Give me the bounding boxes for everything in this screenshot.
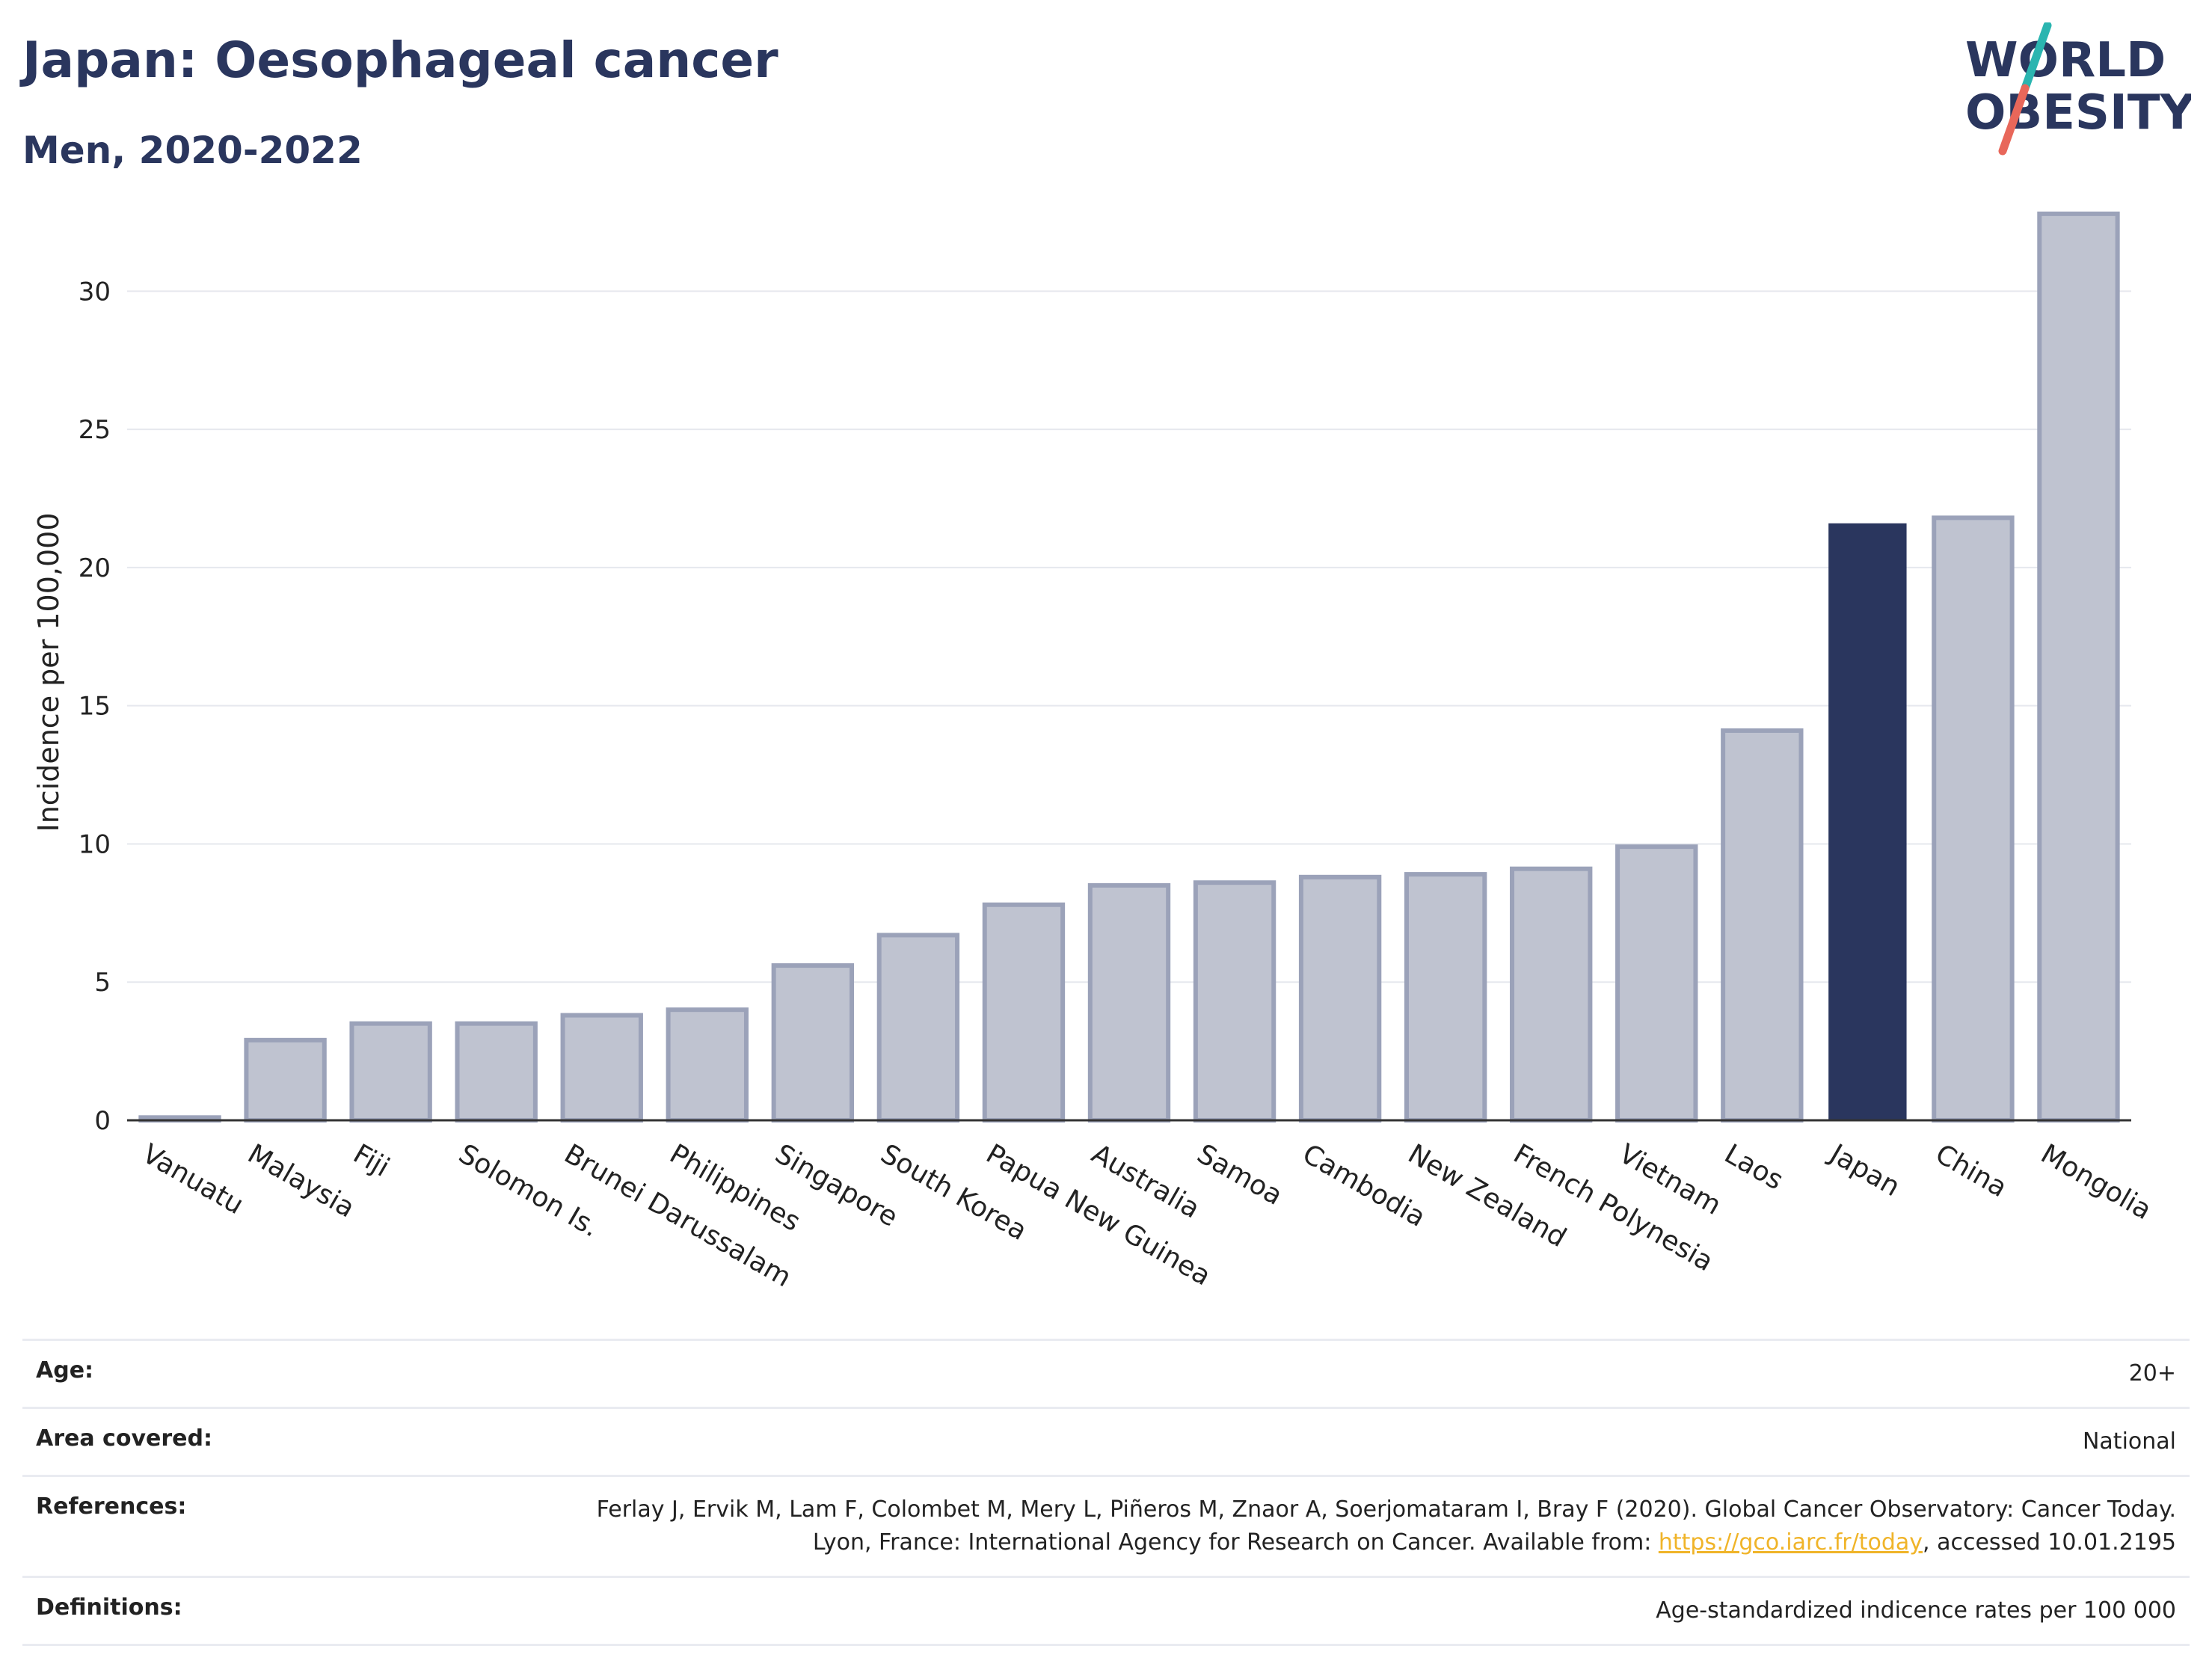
meta-row-definitions: Definitions: Age-standardized indicence … [22, 1576, 2190, 1646]
y-tick-label: 10 [79, 829, 111, 859]
page-subtitle: Men, 2020-2022 [22, 129, 363, 172]
bar-papua-new-guinea [982, 902, 1066, 1123]
bar-south-korea [876, 933, 960, 1123]
meta-value-references: Ferlay J, Ervik M, Lam F, Colombet M, Me… [531, 1493, 2176, 1559]
x-tick-label: Samoa [1192, 1138, 1288, 1212]
y-tick-label: 30 [79, 277, 111, 307]
meta-row-area: Area covered: National [22, 1407, 2190, 1475]
bar-malaysia [244, 1037, 327, 1123]
meta-label-definitions: Definitions: [36, 1594, 182, 1621]
y-tick-label: 0 [94, 1106, 111, 1136]
meta-label-age: Age: [36, 1357, 94, 1384]
bar-australia [1087, 882, 1171, 1123]
x-tick-label: Fiji [348, 1138, 394, 1183]
bar-japan [1828, 523, 1907, 1120]
world-obesity-logo: WORLD OBESITY [1965, 22, 2191, 156]
bar-fiji [349, 1021, 432, 1123]
meta-value-age: 20+ [2128, 1360, 2176, 1387]
logo-text-obesity: OBESITY [1965, 85, 2191, 141]
bar-new-zealand [1404, 872, 1487, 1123]
x-tick-label: China [1930, 1138, 2012, 1203]
meta-row-references: References: Ferlay J, Ervik M, Lam F, Co… [22, 1475, 2190, 1576]
bar-vietnam [1615, 844, 1698, 1123]
meta-value-area: National [2082, 1428, 2176, 1455]
page-title: Japan: Oesophageal cancer [22, 31, 778, 89]
bar-philippines [666, 1007, 749, 1123]
meta-row-age: Age: 20+ [22, 1339, 2190, 1407]
bar-china [1932, 515, 2015, 1123]
reference-text: Ferlay J, Ervik M, Lam F, Colombet M, Me… [596, 1496, 2176, 1556]
meta-label-area: Area covered: [36, 1425, 212, 1452]
bar-laos [1721, 728, 1804, 1123]
x-tick-label: Vanuatu [137, 1138, 248, 1220]
bars [138, 211, 2120, 1123]
bar-solomon-is [455, 1021, 538, 1123]
bar-brunei-darussalam [560, 1013, 643, 1123]
bar-cambodia [1298, 874, 1382, 1123]
meta-label-references: References: [36, 1493, 187, 1520]
x-tick-label: Malaysia [242, 1138, 360, 1223]
bar-french-polynesia [1510, 866, 1593, 1123]
meta-value-definitions: Age-standardized indicence rates per 100… [1656, 1597, 2176, 1624]
y-tick-label: 15 [79, 692, 111, 722]
logo-slash-top [2021, 22, 2052, 93]
bar-mongolia [2037, 211, 2120, 1123]
y-tick-label: 5 [94, 968, 111, 998]
logo-slash-bottom [1998, 84, 2030, 156]
reference-link[interactable]: https://gco.iarc.fr/today [1658, 1529, 1923, 1556]
y-tick-label: 25 [79, 415, 111, 445]
metadata-table: Age: 20+ Area covered: National Referenc… [22, 1339, 2190, 1646]
bar-samoa [1193, 880, 1276, 1123]
y-axis-label: Incidence per 100,000 [32, 512, 65, 832]
bar-singapore [771, 963, 855, 1123]
y-axis-ticks: 0 5 10 15 20 25 30 [79, 277, 111, 1136]
y-tick-label: 20 [79, 553, 111, 583]
reference-accessed: , accessed 10.01.2195 [1923, 1529, 2176, 1556]
x-tick-label: Laos [1719, 1138, 1788, 1196]
logo-text-world: WORLD [1965, 33, 2166, 88]
x-tick-label: Mongolia [2036, 1138, 2157, 1226]
x-tick-label: Japan [1823, 1137, 1905, 1203]
